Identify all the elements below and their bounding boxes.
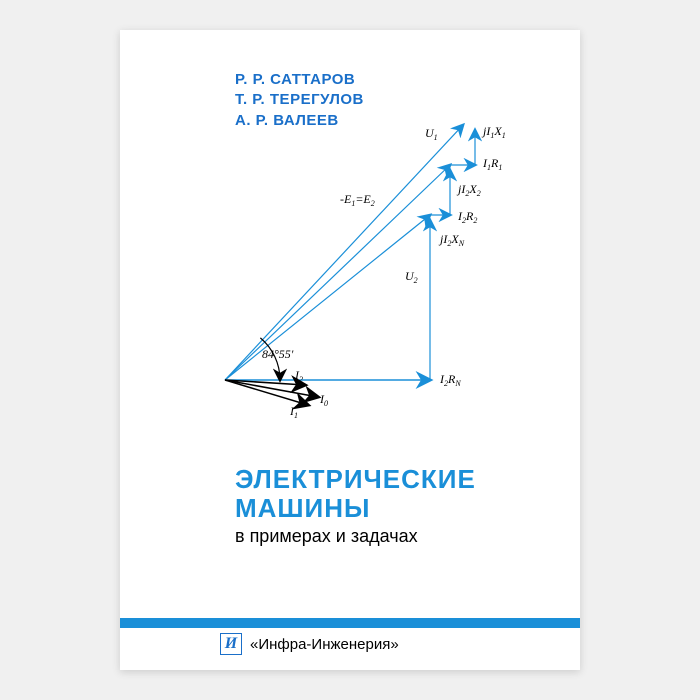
svg-text:-E1=E2: -E1=E2 bbox=[340, 192, 375, 208]
title-line: МАШИНЫ bbox=[235, 494, 476, 523]
phasor-diagram: U1 jI1X1 I1R1jI2X2 -E1=E2 I2R2 jI2XN U2 I2RN 84°… bbox=[190, 85, 550, 435]
publisher-block: И «Инфра-Инженерия» bbox=[220, 633, 399, 655]
svg-text:jI1X1: jI1X1 bbox=[481, 124, 506, 140]
svg-text:I2R2: I2R2 bbox=[457, 209, 477, 225]
svg-text:jI2XN: jI2XN bbox=[438, 232, 465, 248]
publisher-name: «Инфра-Инженерия» bbox=[250, 636, 399, 653]
svg-text:I2RN: I2RN bbox=[439, 372, 461, 388]
title-block: ЭЛЕКТРИЧЕСКИЕ МАШИНЫ в примерах и задача… bbox=[235, 465, 476, 547]
subtitle: в примерах и задачах bbox=[235, 526, 476, 547]
title-line: ЭЛЕКТРИЧЕСКИЕ bbox=[235, 465, 476, 494]
publisher-icon: И bbox=[220, 633, 242, 655]
svg-text:84°55': 84°55' bbox=[262, 347, 294, 361]
footer-bar bbox=[120, 618, 580, 628]
svg-text:I0: I0 bbox=[319, 392, 328, 408]
svg-text:U2: U2 bbox=[405, 269, 418, 285]
svg-text:I2: I2 bbox=[294, 368, 303, 384]
svg-text:U1: U1 bbox=[425, 126, 438, 142]
book-cover: Р. Р. САТТАРОВ Т. Р. ТЕРЕГУЛОВ А. Р. ВАЛ… bbox=[120, 30, 580, 670]
svg-text:I1: I1 bbox=[289, 404, 298, 420]
svg-text:I1R1: I1R1 bbox=[482, 156, 502, 172]
svg-text:jI2X2: jI2X2 bbox=[456, 182, 481, 198]
